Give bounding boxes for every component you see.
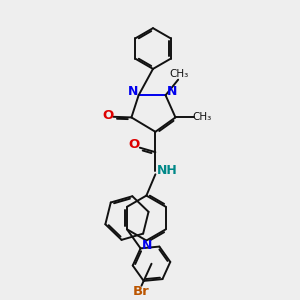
Text: N: N: [142, 239, 152, 252]
Text: NH: NH: [156, 164, 177, 177]
Text: Br: Br: [133, 285, 150, 298]
Text: O: O: [129, 138, 140, 151]
Text: CH₃: CH₃: [193, 112, 212, 122]
Text: O: O: [103, 110, 114, 122]
Text: N: N: [128, 85, 138, 98]
Text: CH₃: CH₃: [170, 69, 189, 79]
Text: N: N: [167, 85, 177, 98]
